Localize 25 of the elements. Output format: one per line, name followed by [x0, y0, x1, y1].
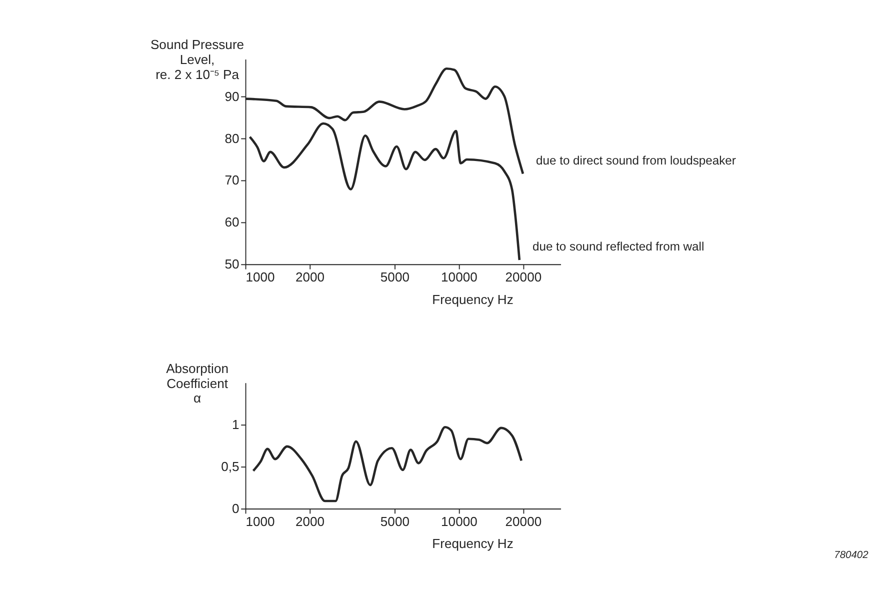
y-tick-label: 70: [224, 172, 240, 188]
x-tick-label: 5000: [380, 514, 410, 529]
x-tick-label: 1000: [246, 269, 275, 284]
x-tick-label: 10000: [441, 269, 478, 284]
x-tick-label: 2000: [296, 514, 325, 529]
text: 780402: [834, 550, 869, 561]
y-tick-label: 60: [224, 214, 240, 230]
y-axis-title: Sound Pressure Level, re. 2 x 10⁻⁵ Pa: [150, 37, 244, 82]
x-tick-label: 10000: [441, 514, 478, 529]
y-tick-label: 1: [232, 416, 240, 432]
series-label: due to sound reflected from wall: [532, 240, 704, 254]
x-tick-label: 5000: [380, 269, 410, 284]
y-axis-title: Absorption Coefficient α: [166, 360, 228, 406]
y-tick-label: 50: [224, 256, 240, 272]
x-tick-label: 1000: [246, 514, 275, 529]
x-tick-label: 20000: [505, 514, 542, 529]
y-tick-label: 90: [224, 88, 240, 104]
x-axis-title: Frequency Hz: [432, 292, 514, 307]
x-tick-label: 20000: [505, 269, 542, 284]
x-tick-label: 2000: [296, 269, 325, 284]
y-tick-label: 80: [224, 130, 240, 146]
series-label: due to direct sound from loudspeaker: [536, 153, 736, 168]
y-tick-label: 0,5: [221, 458, 240, 474]
y-tick-label: 0: [232, 500, 240, 516]
x-axis-title: Frequency Hz: [432, 536, 514, 552]
